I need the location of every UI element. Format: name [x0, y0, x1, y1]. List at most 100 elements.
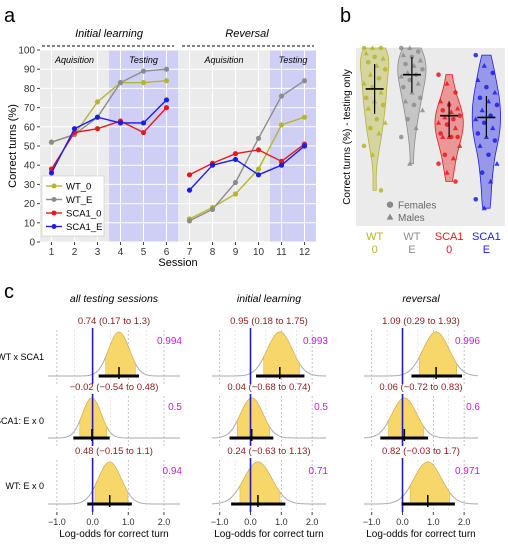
data-point-wte	[278, 93, 285, 99]
point-female-sca10	[451, 116, 456, 122]
density-fill	[263, 331, 300, 377]
point-female-wte	[401, 84, 406, 90]
point-male-sca1e	[492, 89, 498, 95]
point-male-wte	[407, 160, 413, 166]
group-sublabel-sca1e: E	[483, 244, 490, 256]
point-male-sca10	[457, 143, 463, 148]
legend-label-females: Females	[398, 201, 436, 212]
data-point-wte	[232, 179, 239, 186]
data-point-wte	[140, 68, 147, 74]
data-point-sca10	[163, 105, 170, 111]
data-point-sca1e	[232, 156, 239, 163]
tick-label-y: 70	[24, 103, 36, 114]
point-female-sca10	[442, 152, 448, 158]
posterior-probability: 0.6	[466, 402, 480, 413]
point-male-wt0	[367, 71, 373, 77]
data-point-sca1e	[255, 172, 262, 178]
x-axis-label: Log-odds for correct turn	[59, 529, 169, 540]
series-line-wt0	[189, 116, 305, 220]
tick-label-x: 0.0	[396, 517, 409, 527]
data-point-wte	[209, 206, 216, 212]
panel-label-a: a	[4, 5, 16, 27]
point-male-wte	[413, 125, 419, 131]
point-female-wte	[407, 77, 413, 83]
legend-marker-females	[386, 201, 394, 208]
data-point-wte	[163, 66, 170, 72]
y-axis-label: Correct turns (%)	[7, 104, 19, 188]
point-female-wt0	[361, 45, 367, 51]
point-male-wte	[419, 107, 426, 113]
tick-label-x: 1	[49, 247, 55, 258]
data-point-wt0	[255, 166, 262, 172]
legend-label-males: Males	[398, 213, 425, 224]
tick-label-y: 20	[24, 199, 36, 210]
point-male-wte	[415, 80, 421, 86]
density-fill	[388, 397, 425, 439]
point-male-wt0	[369, 152, 376, 157]
point-male-sca1e	[481, 205, 487, 211]
tick-label-x: 4	[118, 247, 124, 258]
point-female-sca1e	[492, 138, 498, 143]
point-male-sca10	[435, 119, 442, 125]
legend-label-sca10: SCA1_0	[66, 209, 101, 220]
point-male-wt0	[382, 119, 388, 125]
legend-marker-males	[386, 213, 394, 220]
label-acquisition-2: Aquisition	[203, 55, 243, 65]
point-female-wt0	[378, 188, 384, 193]
column-title: all testing sessions	[70, 293, 159, 305]
data-point-sca1e	[48, 170, 55, 176]
point-male-sca10	[452, 125, 459, 131]
data-point-sca1e	[278, 162, 285, 168]
estimate-label: 0.24 (−0.63 to 1.13)	[227, 446, 310, 457]
data-point-sca10	[140, 129, 147, 136]
series-line-sca1e	[188, 145, 305, 191]
data-point-sca10	[278, 158, 285, 164]
data-point-sca1e	[94, 114, 101, 120]
point-female-sca1e	[473, 197, 479, 202]
point-female-wte	[398, 45, 404, 51]
point-male-wt0	[374, 63, 380, 68]
tick-label-y: 80	[24, 84, 36, 95]
point-female-sca1e	[484, 84, 489, 90]
point-female-wte	[411, 102, 417, 108]
point-female-wt0	[363, 95, 369, 101]
header-initial-learning: Initial learning	[75, 28, 144, 40]
posterior-probability: 0.993	[303, 336, 328, 347]
point-female-wte	[398, 134, 404, 140]
legend-label-wte: WT_E	[66, 195, 92, 206]
point-male-wt0	[376, 130, 382, 136]
row-label: SCA1: E x 0	[0, 416, 44, 426]
row-label: WT: E x 0	[5, 481, 44, 491]
posterior-probability: 0.5	[314, 402, 328, 413]
point-female-sca1e	[479, 170, 485, 175]
data-point-sca10	[232, 151, 239, 157]
point-female-wte	[420, 67, 425, 72]
data-point-sca1e	[209, 162, 216, 168]
group-sublabel-wt0: 0	[372, 244, 378, 256]
posterior-probability: 0.71	[309, 466, 329, 477]
point-female-sca10	[455, 134, 460, 140]
point-female-sca10	[438, 131, 443, 136]
point-male-sca10	[450, 155, 456, 161]
tick-label-x: 9	[233, 247, 239, 258]
point-female-wt0	[380, 102, 386, 108]
density-fill	[94, 461, 129, 505]
density-fill	[419, 331, 457, 377]
group-label-wt0: WT	[366, 231, 383, 243]
density-fill	[239, 461, 281, 505]
point-male-sca10	[438, 98, 444, 104]
tick-label-x: 0.0	[86, 517, 99, 527]
x-axis-label: Log-odds for correct turn	[214, 529, 324, 540]
data-point-wt0	[163, 78, 170, 84]
point-female-sca10	[453, 90, 458, 95]
data-point-sca10	[186, 172, 193, 178]
point-male-wte	[407, 45, 413, 50]
point-female-wte	[415, 49, 421, 54]
label-testing-1: Testing	[129, 55, 158, 65]
tick-label-y: 30	[24, 180, 36, 191]
point-male-sca1e	[494, 160, 500, 166]
estimate-label: 0.04 (−0.68 to 0.74)	[227, 382, 310, 393]
point-male-wte	[411, 63, 417, 68]
